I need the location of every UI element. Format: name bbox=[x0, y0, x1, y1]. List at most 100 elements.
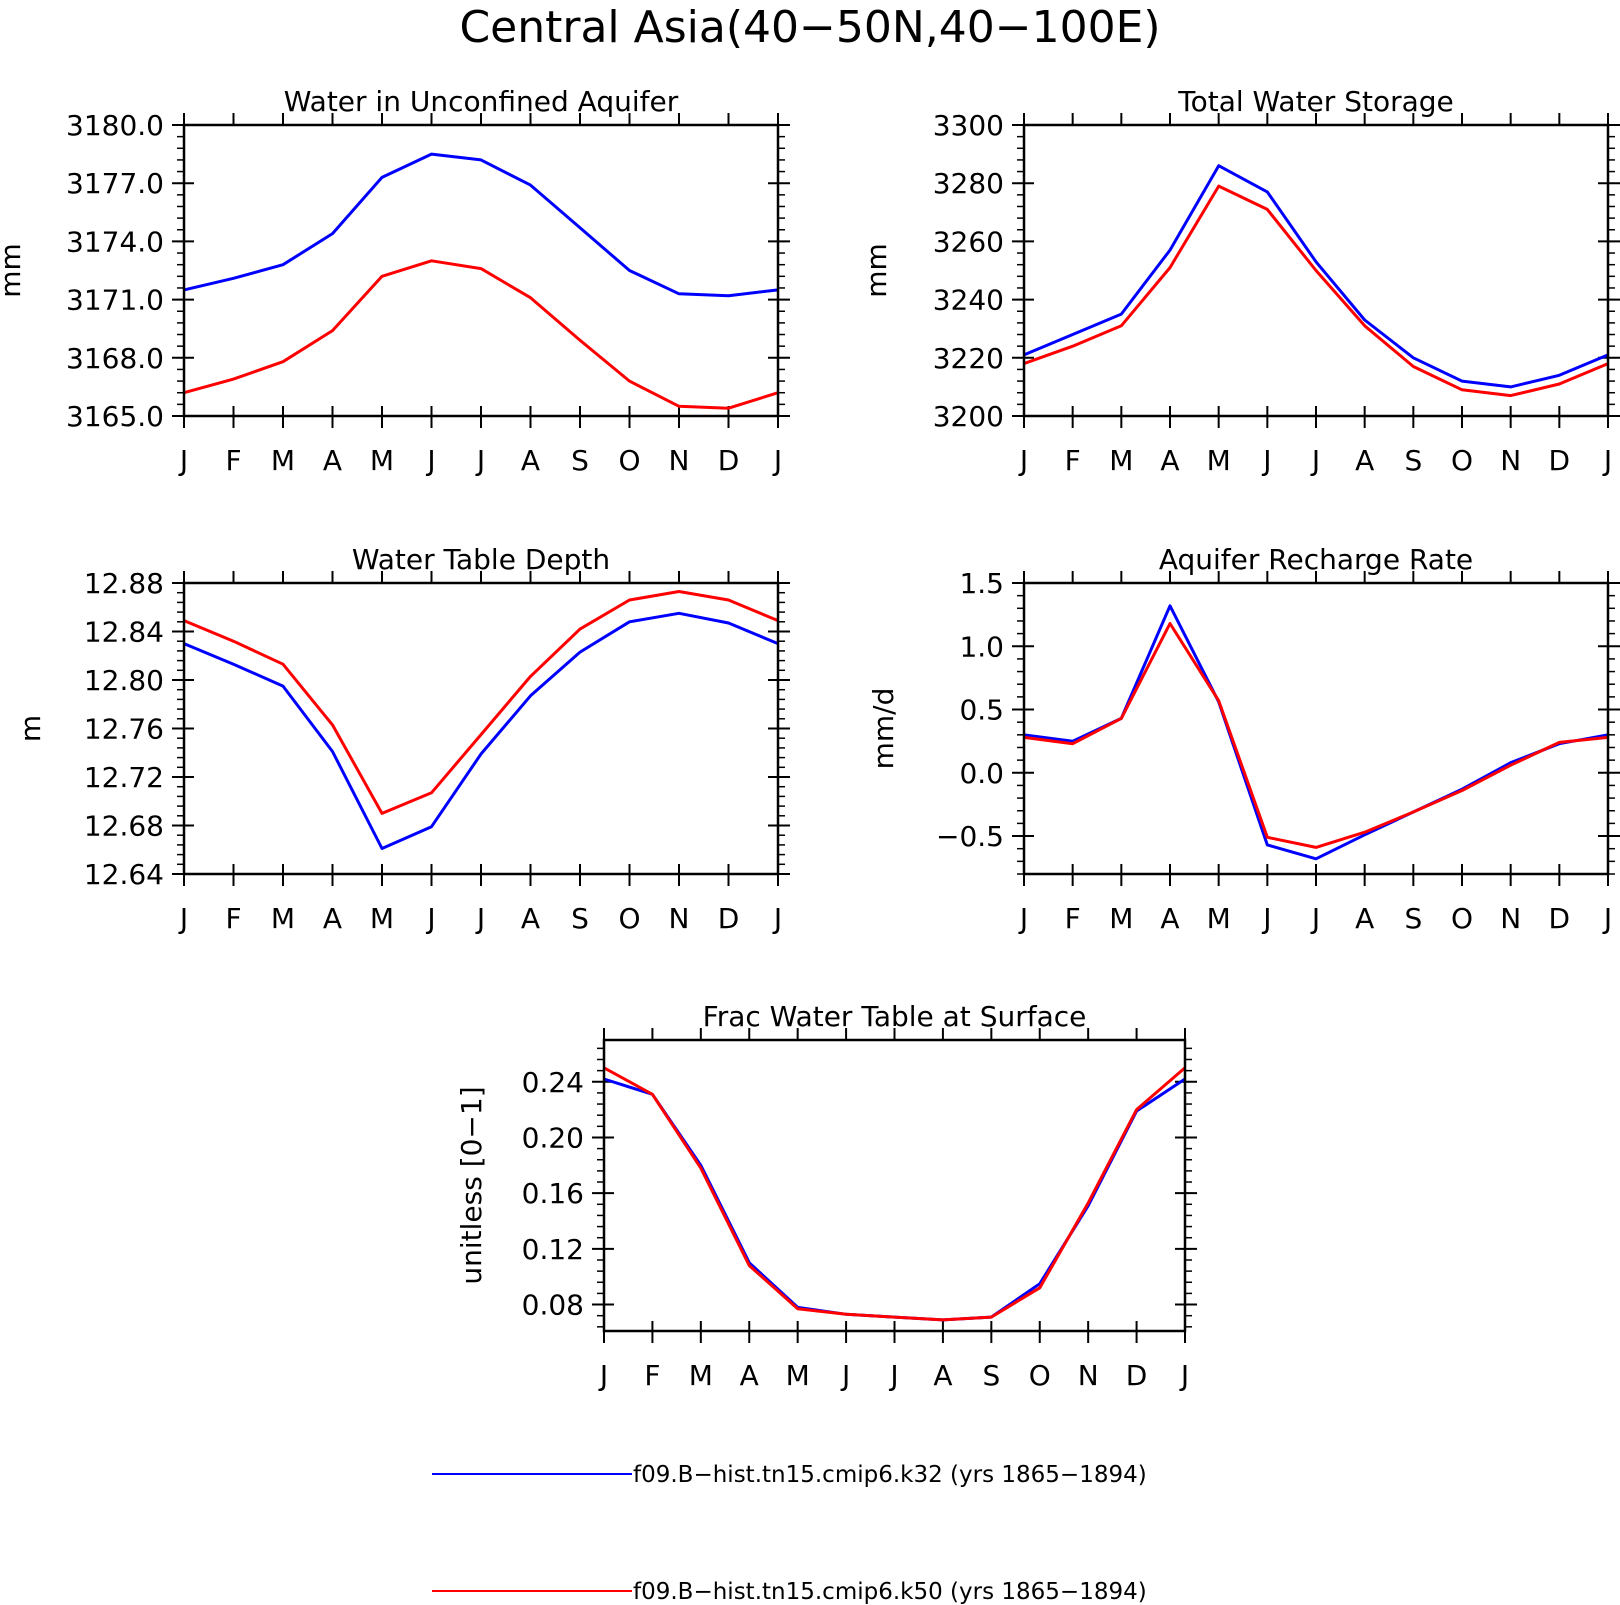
x-tick-label: M bbox=[271, 902, 295, 935]
x-tick-label: F bbox=[225, 902, 241, 935]
x-tick-label: J bbox=[1018, 902, 1028, 935]
x-tick-label: J bbox=[178, 444, 188, 477]
x-tick-label: J bbox=[1310, 902, 1320, 935]
x-tick-label: O bbox=[618, 902, 640, 935]
y-tick-label: 3174.0 bbox=[66, 225, 164, 258]
plot-frame bbox=[1022, 123, 1610, 418]
y-tick-label: 0.20 bbox=[522, 1121, 584, 1154]
x-tick-label: J bbox=[1261, 902, 1271, 935]
x-tick-label: S bbox=[1404, 902, 1422, 935]
y-axis-label: unitless [0−1] bbox=[455, 1086, 488, 1284]
y-axis-label: m bbox=[14, 715, 47, 742]
x-tick-label: O bbox=[1029, 1359, 1051, 1392]
x-tick-label: F bbox=[644, 1359, 660, 1392]
x-tick-label: A bbox=[1160, 902, 1179, 935]
x-tick-label: J bbox=[1310, 444, 1320, 477]
x-tick-label: M bbox=[1207, 902, 1231, 935]
x-tick-label: J bbox=[425, 902, 435, 935]
x-tick-label: F bbox=[1065, 902, 1081, 935]
y-tick-label: 12.72 bbox=[84, 761, 164, 794]
x-tick-label: S bbox=[571, 902, 589, 935]
series-line-k32 bbox=[603, 1077, 1186, 1322]
figure-title: Central Asia(40−50N,40−100E) bbox=[459, 2, 1160, 53]
x-tick-label: M bbox=[786, 1359, 810, 1392]
x-tick-label: J bbox=[598, 1359, 608, 1392]
x-tick-label: A bbox=[323, 444, 342, 477]
y-tick-label: −0.5 bbox=[936, 820, 1004, 853]
x-tick-label: M bbox=[1207, 444, 1231, 477]
x-tick-label: N bbox=[669, 902, 690, 935]
series-line-k32 bbox=[1023, 604, 1609, 861]
y-tick-label: 12.88 bbox=[84, 567, 164, 600]
y-tick-label: 3177.0 bbox=[66, 167, 164, 200]
plot-frame bbox=[1022, 581, 1610, 876]
x-tick-label: N bbox=[1078, 1359, 1099, 1392]
y-tick-label: 12.68 bbox=[84, 810, 164, 843]
x-tick-label: J bbox=[1018, 444, 1028, 477]
x-tick-label: N bbox=[1500, 444, 1521, 477]
y-tick-label: 0.08 bbox=[522, 1289, 584, 1322]
y-axis-label: mm bbox=[0, 243, 27, 298]
series-line-k50 bbox=[1023, 184, 1609, 398]
x-tick-label: F bbox=[1065, 444, 1081, 477]
x-tick-label: A bbox=[521, 902, 540, 935]
x-tick-label: J bbox=[888, 1359, 898, 1392]
x-tick-label: O bbox=[1451, 444, 1473, 477]
x-tick-label: D bbox=[1126, 1359, 1148, 1392]
y-tick-label: 3168.0 bbox=[66, 342, 164, 375]
x-tick-label: M bbox=[370, 444, 394, 477]
x-tick-label: J bbox=[1602, 444, 1612, 477]
x-tick-label: O bbox=[618, 444, 640, 477]
x-tick-label: A bbox=[1355, 444, 1374, 477]
panel-title: Total Water Storage bbox=[1177, 85, 1454, 118]
x-tick-label: J bbox=[425, 444, 435, 477]
x-tick-label: F bbox=[225, 444, 241, 477]
x-tick-label: D bbox=[718, 902, 740, 935]
plot-frame bbox=[602, 1038, 1187, 1333]
legend-label-k32: f09.B−hist.tn15.cmip6.k32 (yrs 1865−1894… bbox=[633, 1462, 1147, 1488]
y-tick-label: 1.5 bbox=[959, 567, 1004, 600]
y-tick-label: 3300 bbox=[933, 109, 1004, 142]
x-tick-label: M bbox=[1109, 902, 1133, 935]
y-tick-label: 0.24 bbox=[522, 1066, 584, 1099]
y-tick-label: 0.12 bbox=[522, 1233, 584, 1266]
y-tick-label: 3165.0 bbox=[66, 400, 164, 433]
x-tick-label: M bbox=[689, 1359, 713, 1392]
series-line-k50 bbox=[183, 259, 779, 410]
x-tick-label: D bbox=[1549, 902, 1571, 935]
x-tick-label: M bbox=[271, 444, 295, 477]
y-tick-label: 3171.0 bbox=[66, 284, 164, 317]
panel-title: Water Table Depth bbox=[352, 543, 610, 576]
x-tick-label: S bbox=[1404, 444, 1422, 477]
y-tick-label: 0.16 bbox=[522, 1177, 584, 1210]
y-axis-label: mm bbox=[860, 243, 893, 298]
y-tick-label: 3280 bbox=[933, 167, 1004, 200]
x-tick-label: S bbox=[982, 1359, 1000, 1392]
panel-title: Water in Unconfined Aquifer bbox=[284, 85, 679, 118]
series-line-k50 bbox=[603, 1066, 1186, 1322]
y-tick-label: 3180.0 bbox=[66, 109, 164, 142]
x-tick-label: D bbox=[718, 444, 740, 477]
x-tick-label: J bbox=[475, 444, 485, 477]
panel-title: Frac Water Table at Surface bbox=[703, 1000, 1087, 1033]
y-tick-label: 12.64 bbox=[84, 858, 164, 891]
x-tick-label: S bbox=[571, 444, 589, 477]
x-tick-label: A bbox=[1355, 902, 1374, 935]
series-line-k32 bbox=[183, 611, 779, 850]
y-axis-label: mm/d bbox=[867, 688, 900, 770]
plot-frame bbox=[182, 123, 780, 418]
y-tick-label: 12.80 bbox=[84, 664, 164, 697]
x-tick-label: J bbox=[1179, 1359, 1189, 1392]
x-tick-label: J bbox=[178, 902, 188, 935]
y-tick-label: 3260 bbox=[933, 225, 1004, 258]
x-tick-label: A bbox=[933, 1359, 952, 1392]
plot-frame bbox=[182, 581, 780, 876]
series-line-k50 bbox=[183, 590, 779, 815]
x-tick-label: A bbox=[521, 444, 540, 477]
y-tick-label: 3220 bbox=[933, 342, 1004, 375]
x-tick-label: M bbox=[370, 902, 394, 935]
